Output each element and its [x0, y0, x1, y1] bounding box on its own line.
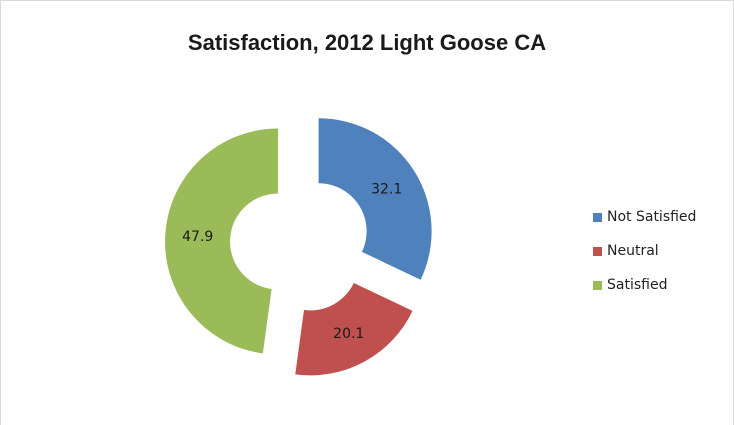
legend-label: Neutral: [607, 243, 659, 259]
data-label: 47.9: [182, 229, 213, 245]
legend-swatch: [593, 246, 602, 256]
legend-swatch: [593, 280, 602, 290]
legend-item-neutral: Neutral: [593, 234, 696, 268]
legend-item-satisfied: Satisfied: [593, 268, 696, 302]
legend-label: Satisfied: [607, 277, 668, 293]
slice-not-satisfied: [318, 118, 432, 280]
legend: Not Satisfied Neutral Satisfied: [593, 200, 696, 302]
data-label: 32.1: [371, 181, 402, 197]
legend-swatch: [593, 212, 602, 222]
slice-satisfied: [165, 128, 279, 354]
chart-title: Satisfaction, 2012 Light Goose CA: [187, 30, 547, 55]
data-label: 20.1: [333, 326, 364, 342]
legend-item-not-satisfied: Not Satisfied: [593, 200, 696, 234]
legend-label: Not Satisfied: [607, 209, 697, 225]
slice-neutral: [295, 282, 413, 376]
